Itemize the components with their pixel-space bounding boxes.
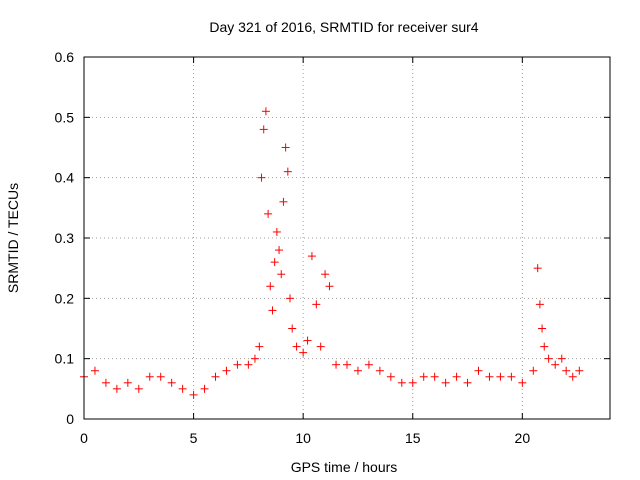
data-point [257,173,266,182]
data-point [562,366,571,375]
x-tick-label: 15 [405,430,421,446]
data-point [255,342,264,351]
data-point [397,378,406,387]
data-point [250,354,259,363]
data-point [538,324,547,333]
data-point [575,366,584,375]
data-point [364,360,373,369]
data-point [244,360,253,369]
data-point [167,378,176,387]
data-point [463,378,472,387]
data-point [266,282,275,291]
y-tick-label: 0.1 [55,351,75,367]
data-point [386,372,395,381]
data-point [268,306,277,315]
data-point [408,378,417,387]
data-point [178,384,187,393]
data-point [544,354,553,363]
data-point [222,366,231,375]
data-point [275,246,284,255]
data-point [353,366,362,375]
data-point [321,270,330,279]
data-point [200,384,209,393]
data-point [430,372,439,381]
data-point [551,360,560,369]
data-point [261,107,270,116]
data-point [90,366,99,375]
grid-layer [84,57,610,419]
data-layer [80,107,584,399]
data-point [123,378,132,387]
data-point [518,378,527,387]
data-point [343,360,351,369]
data-point [557,354,566,363]
data-point [533,264,542,273]
data-point [474,366,483,375]
data-point [540,342,549,351]
y-tick-label: 0.5 [55,109,75,125]
x-tick-label: 0 [80,430,88,446]
data-point [485,372,494,381]
tick-layer: 0 0.1 0.2 0.3 0.4 0.5 0.6 0 5 10 15 20 [55,49,610,446]
data-point [529,366,538,375]
data-point [292,342,301,351]
data-point [145,372,154,381]
data-point [156,372,165,381]
data-point [496,372,505,381]
data-point [211,372,220,381]
y-tick-label: 0.3 [55,230,75,246]
data-point [375,366,384,375]
data-point [189,390,198,399]
chart-title: Day 321 of 2016, SRMTID for receiver sur… [209,19,478,35]
data-point [299,348,308,357]
data-point [288,324,297,333]
data-point [112,384,121,393]
y-tick-label: 0.4 [55,170,75,186]
data-point [277,270,286,279]
y-tick-label: 0.2 [55,290,75,306]
data-point [452,372,461,381]
data-point [312,300,321,309]
x-axis-label: GPS time / hours [291,459,398,475]
data-point [332,360,341,369]
data-point [303,336,312,345]
data-point [272,227,281,236]
data-point [264,209,273,218]
data-point [441,378,450,387]
y-axis-label: SRMTID / TECUs [5,183,21,293]
x-tick-label: 20 [515,430,531,446]
data-point [568,372,577,381]
data-point [279,197,288,206]
x-tick-label: 10 [295,430,311,446]
data-point [270,258,279,267]
y-tick-label: 0 [66,411,74,427]
data-point [325,282,334,291]
data-point [259,125,268,134]
data-point [101,378,110,387]
data-point [286,294,295,303]
data-point [535,300,544,309]
data-point [281,143,290,152]
data-point [134,384,143,393]
x-tick-label: 5 [190,430,198,446]
plot-frame [83,56,611,420]
data-point [419,372,428,381]
data-point [316,342,325,351]
data-point [307,252,316,261]
y-tick-label: 0.6 [55,49,75,65]
data-point [507,372,516,381]
data-point [283,167,292,176]
data-point [233,360,242,369]
